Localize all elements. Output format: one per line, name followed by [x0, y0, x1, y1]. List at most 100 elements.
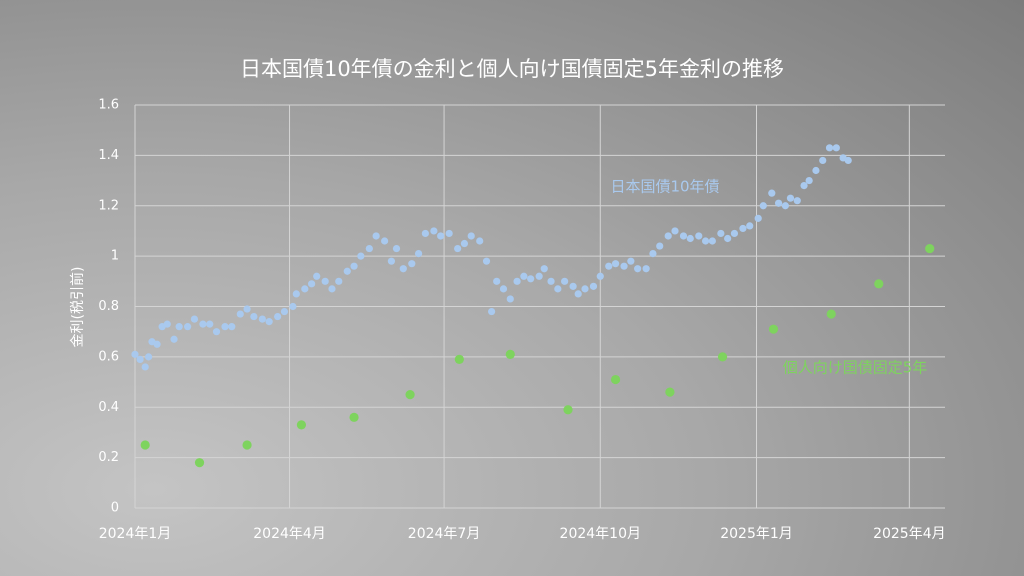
data-point [131, 350, 139, 358]
data-point [506, 295, 514, 303]
data-point [540, 265, 548, 273]
data-point [832, 144, 840, 152]
data-point [274, 312, 282, 321]
data-point [365, 244, 373, 253]
data-point [513, 277, 521, 285]
data-point [328, 285, 336, 293]
data-point [701, 237, 710, 245]
data-point [493, 277, 501, 285]
data-point [454, 354, 464, 364]
data-point [350, 262, 358, 270]
data-point [793, 197, 801, 205]
data-point [671, 227, 679, 235]
data-point [819, 156, 827, 165]
x-tick-label: 2024年7月 [408, 526, 481, 542]
data-point [786, 194, 795, 202]
data-point [421, 229, 429, 238]
data-point [581, 285, 589, 293]
y-tick-label: 1.2 [98, 198, 119, 213]
data-point [212, 328, 221, 336]
data-point [228, 323, 236, 331]
data-point [308, 280, 316, 288]
x-tick-label: 2025年1月 [720, 526, 793, 542]
data-point [730, 229, 739, 238]
data-point [874, 279, 884, 289]
data-point [665, 387, 675, 397]
data-point [642, 265, 650, 273]
y-tick-label: 0.2 [98, 450, 119, 465]
data-point [405, 390, 415, 400]
data-point [844, 156, 852, 165]
data-point [313, 272, 321, 280]
y-tick-label: 0.4 [98, 400, 119, 415]
y-tick-label: 0 [111, 501, 119, 516]
data-point [194, 458, 205, 468]
data-point [258, 315, 266, 323]
data-point [392, 244, 401, 253]
data-point [781, 202, 789, 210]
data-point [717, 352, 728, 362]
data-point [482, 257, 491, 265]
data-point [153, 340, 161, 348]
data-point [717, 229, 725, 238]
data-point [437, 232, 445, 240]
data-point [296, 420, 307, 430]
series-label: 個人向け国債固定5年 [783, 359, 928, 377]
data-point [144, 353, 153, 361]
chart-title: 日本国債10年債の金利と個人向け国債固定5年金利の推移 [240, 57, 784, 81]
data-point [445, 229, 453, 238]
data-point [768, 189, 776, 197]
data-point [664, 232, 672, 240]
data-point [759, 202, 767, 210]
y-axis-label: 金利(税引前) [69, 267, 86, 348]
data-point [746, 222, 754, 230]
data-point [467, 232, 475, 240]
data-point [343, 267, 351, 275]
data-point [349, 412, 359, 422]
data-point [825, 144, 834, 152]
data-point [175, 323, 183, 331]
data-point [754, 214, 762, 222]
data-point [488, 307, 496, 316]
data-point [250, 312, 258, 321]
data-point [826, 309, 836, 319]
data-point [408, 260, 416, 268]
data-point [335, 277, 343, 285]
x-tick-label: 2024年1月 [99, 526, 172, 542]
data-point [280, 307, 289, 316]
data-point [611, 260, 620, 268]
data-point [499, 285, 508, 293]
data-point [292, 290, 300, 298]
data-point [372, 232, 380, 240]
data-point [925, 243, 935, 254]
data-point [357, 252, 365, 260]
data-point [695, 232, 703, 240]
data-point [800, 182, 808, 190]
data-point [387, 257, 396, 265]
data-point [242, 440, 252, 450]
x-tick-label: 2025年4月 [873, 526, 946, 542]
y-tick-label: 1.6 [98, 98, 119, 113]
data-point [589, 282, 598, 290]
data-point [739, 224, 747, 233]
data-point [649, 250, 657, 258]
data-point [184, 323, 192, 331]
data-point [236, 310, 244, 318]
data-point [569, 282, 577, 290]
data-point [535, 272, 543, 280]
data-point [199, 320, 207, 328]
data-point [805, 176, 813, 185]
data-point [520, 272, 528, 280]
data-point [430, 227, 438, 235]
data-point [627, 257, 635, 265]
data-point [399, 265, 407, 273]
y-tick-label: 1.4 [98, 148, 119, 163]
data-point [505, 349, 515, 359]
data-point [563, 405, 573, 415]
data-point [414, 250, 423, 258]
data-point [634, 265, 642, 273]
data-point [190, 315, 199, 323]
data-point [610, 374, 621, 385]
x-tick-label: 2024年4月 [253, 526, 326, 542]
data-point [476, 237, 484, 245]
